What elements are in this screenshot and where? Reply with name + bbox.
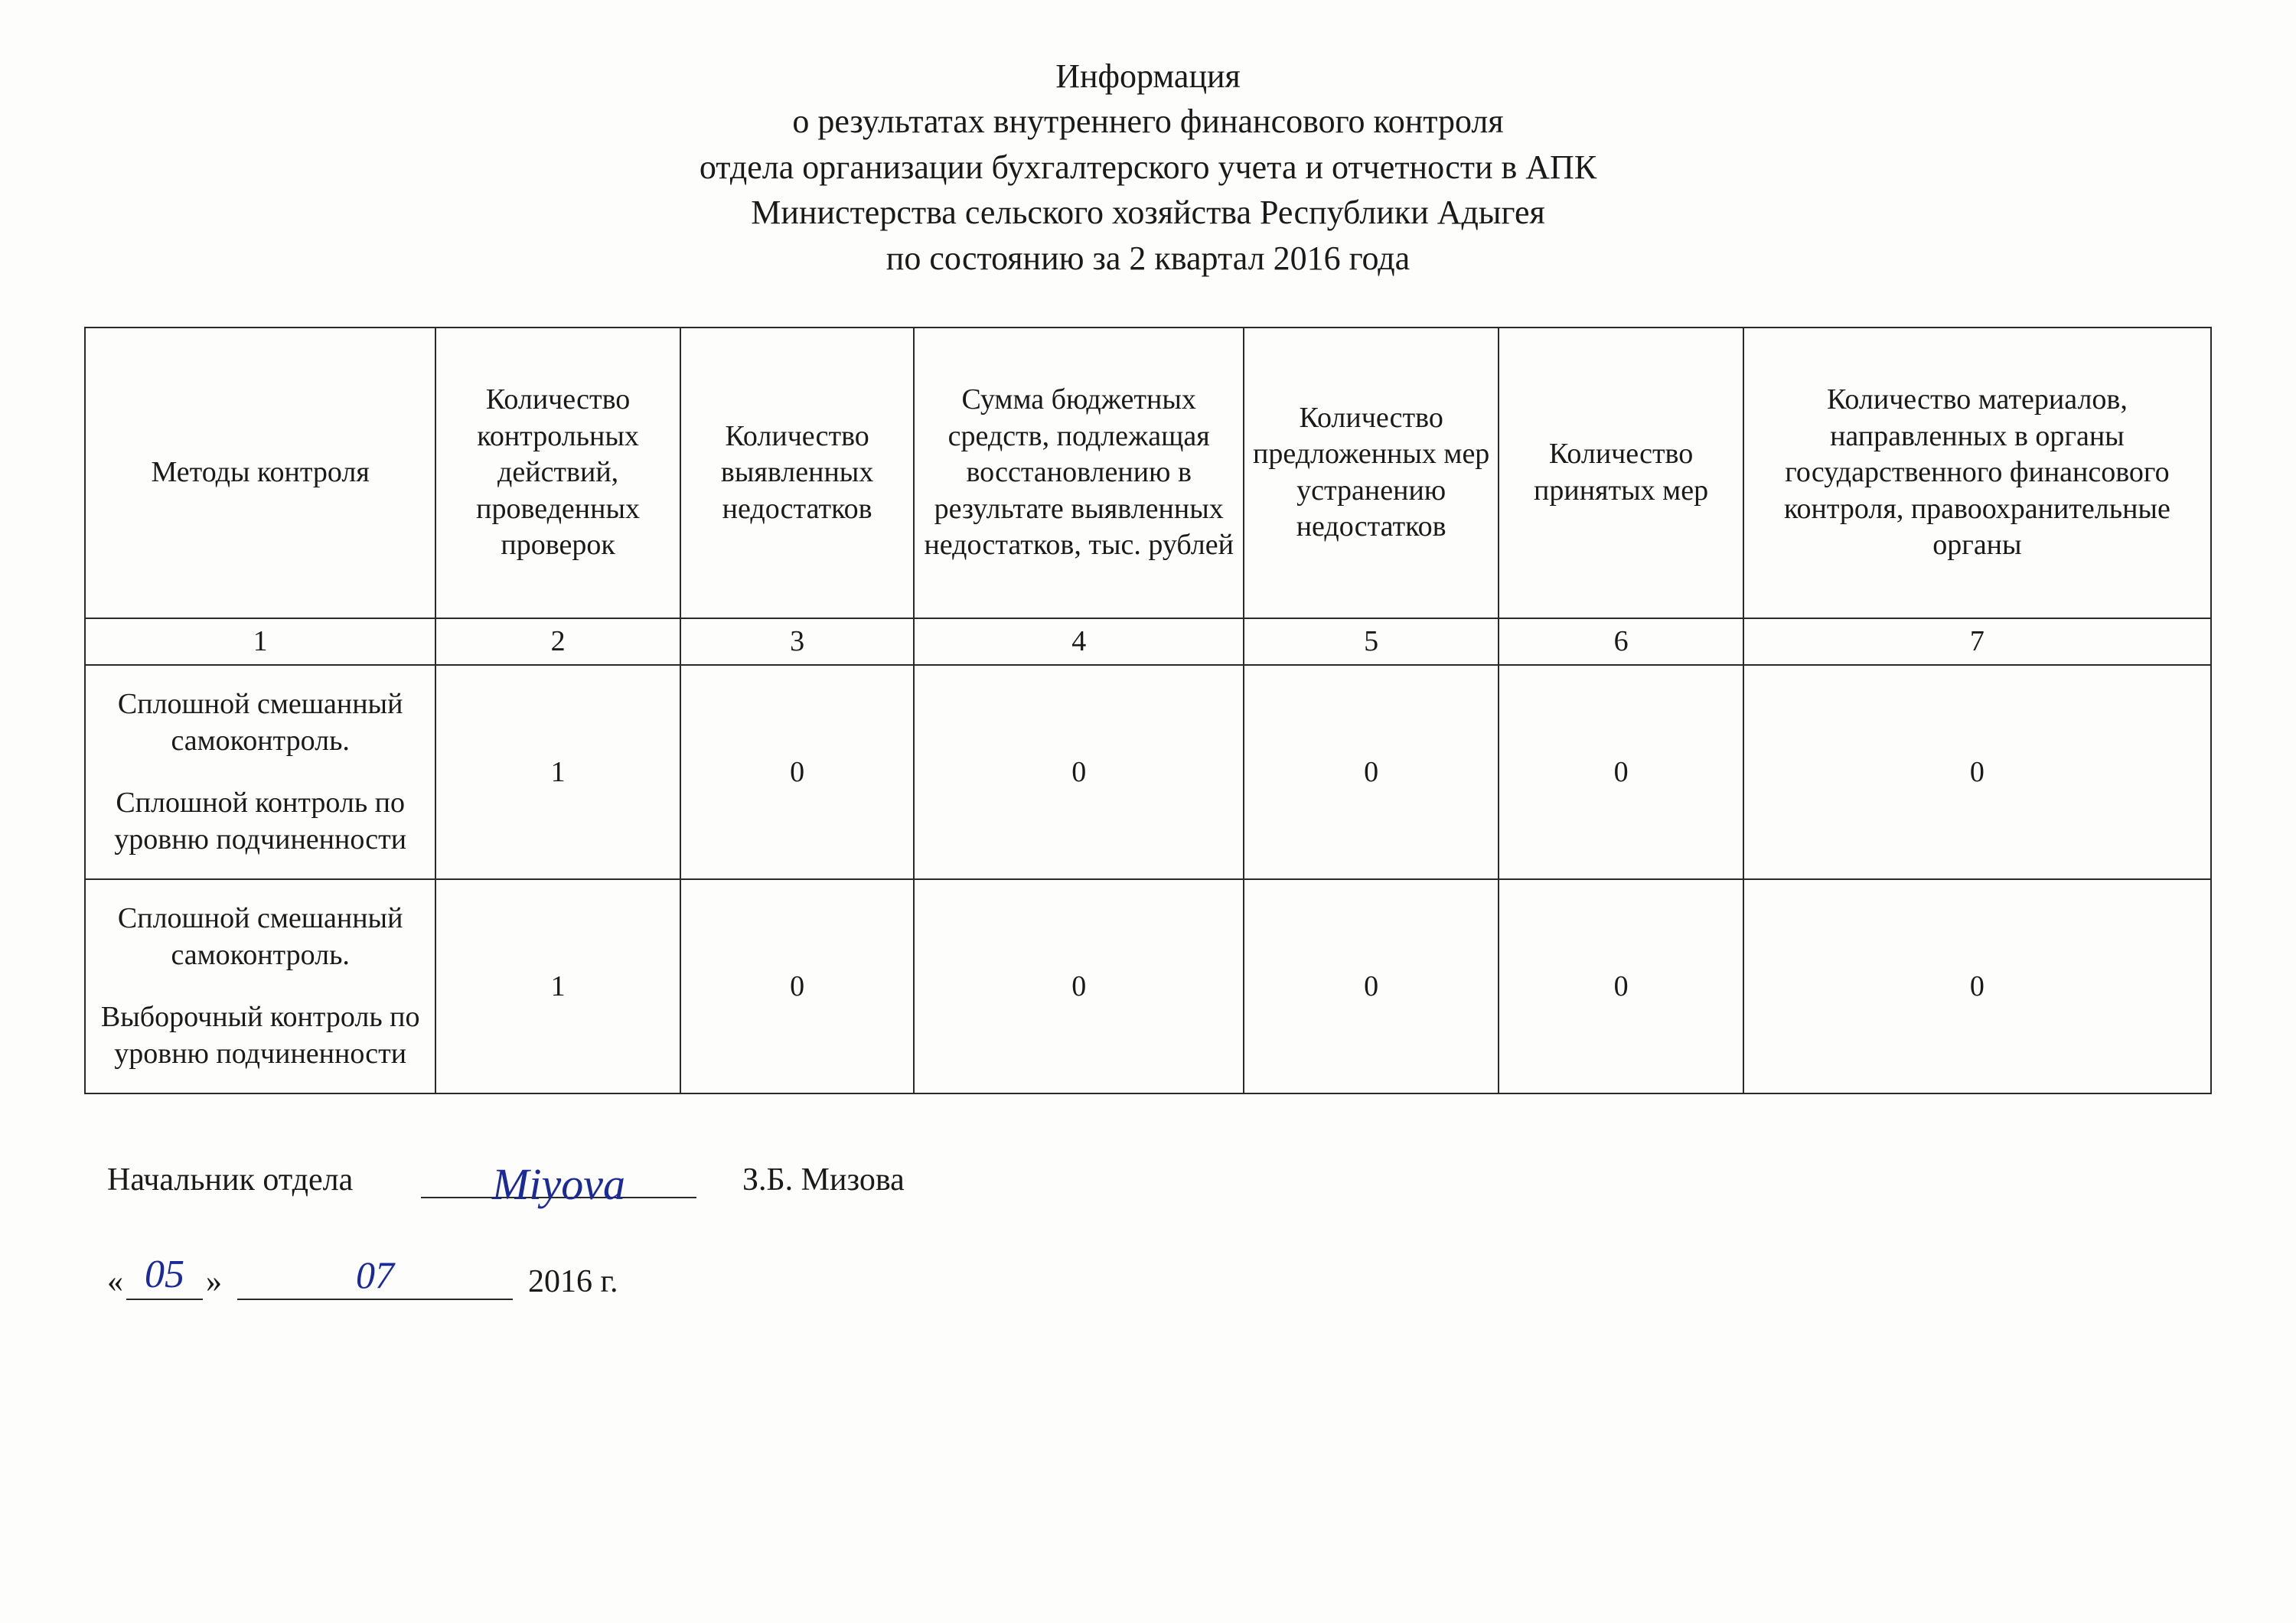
cell-c4: 0 [914, 879, 1244, 1093]
cell-c6: 0 [1499, 879, 1743, 1093]
cell-method: Сплошной смешанный самоконтроль. Сплошно… [85, 665, 435, 879]
method-part-b: Выборочный контроль по уровню подчиненно… [96, 999, 424, 1072]
signature-role: Начальник отдела [107, 1162, 390, 1198]
colnum-5: 5 [1244, 618, 1499, 666]
header-materials-sent: Количество материалов, направленных в ор… [1743, 328, 2211, 618]
date-day: 05 [126, 1252, 203, 1300]
method-part-b: Сплошной контроль по уровню подчиненност… [96, 785, 424, 858]
document-page: Информация о результатах внутреннего фин… [0, 0, 2296, 1623]
cell-c2: 1 [435, 879, 680, 1093]
cell-c3: 0 [680, 665, 915, 879]
method-part-a: Сплошной смешанный самоконтроль. [96, 901, 424, 973]
title-line-2: о результатах внутреннего финансового ко… [84, 99, 2212, 144]
method-part-a: Сплошной смешанный самоконтроль. [96, 686, 424, 759]
cell-c7: 0 [1743, 879, 2211, 1093]
column-number-row: 1 2 3 4 5 6 7 [85, 618, 2211, 666]
colnum-1: 1 [85, 618, 435, 666]
signature-script: Miyova [492, 1159, 625, 1209]
signature-name: З.Б. Мизова [742, 1162, 905, 1198]
date-row: « 05 » 07 2016 г. [107, 1252, 2212, 1300]
colnum-3: 3 [680, 618, 915, 666]
cell-c4: 0 [914, 665, 1244, 879]
title-line-1: Информация [84, 54, 2212, 99]
header-row: Методы контроля Количество контрольных д… [85, 328, 2211, 618]
table-row: Сплошной смешанный самоконтроль. Сплошно… [85, 665, 2211, 879]
title-line-3: отдела организации бухгалтерского учета … [84, 145, 2212, 190]
signature-row: Начальник отдела Miyova З.Б. Мизова [107, 1155, 2212, 1198]
cell-c5: 0 [1244, 879, 1499, 1093]
title-line-5: по состоянию за 2 квартал 2016 года [84, 236, 2212, 281]
cell-c5: 0 [1244, 665, 1499, 879]
date-year: 2016 г. [528, 1263, 618, 1300]
cell-c3: 0 [680, 879, 915, 1093]
title-block: Информация о результатах внутреннего фин… [84, 54, 2212, 281]
date-open-quote: « [107, 1263, 123, 1300]
colnum-6: 6 [1499, 618, 1743, 666]
header-accepted-measures: Количество принятых мер [1499, 328, 1743, 618]
date-month: 07 [237, 1253, 513, 1300]
cell-c2: 1 [435, 665, 680, 879]
title-line-4: Министерства сельского хозяйства Республ… [84, 190, 2212, 235]
header-methods: Методы контроля [85, 328, 435, 618]
colnum-2: 2 [435, 618, 680, 666]
date-close-quote: » [206, 1263, 222, 1300]
header-proposed-measures: Количество предложенных мер устранению н… [1244, 328, 1499, 618]
header-defects-count: Количество выявленных недостатков [680, 328, 915, 618]
report-table: Методы контроля Количество контрольных д… [84, 327, 2212, 1095]
colnum-4: 4 [914, 618, 1244, 666]
signature-area: Начальник отдела Miyova З.Б. Мизова « 05… [107, 1155, 2212, 1300]
signature-line: Miyova [421, 1155, 696, 1198]
cell-c6: 0 [1499, 665, 1743, 879]
colnum-7: 7 [1743, 618, 2211, 666]
cell-method: Сплошной смешанный самоконтроль. Выбороч… [85, 879, 435, 1093]
cell-c7: 0 [1743, 665, 2211, 879]
header-budget-sum: Сумма бюджетных средств, подлежащая восс… [914, 328, 1244, 618]
table-row: Сплошной смешанный самоконтроль. Выбороч… [85, 879, 2211, 1093]
header-actions-count: Количество контрольных действий, проведе… [435, 328, 680, 618]
